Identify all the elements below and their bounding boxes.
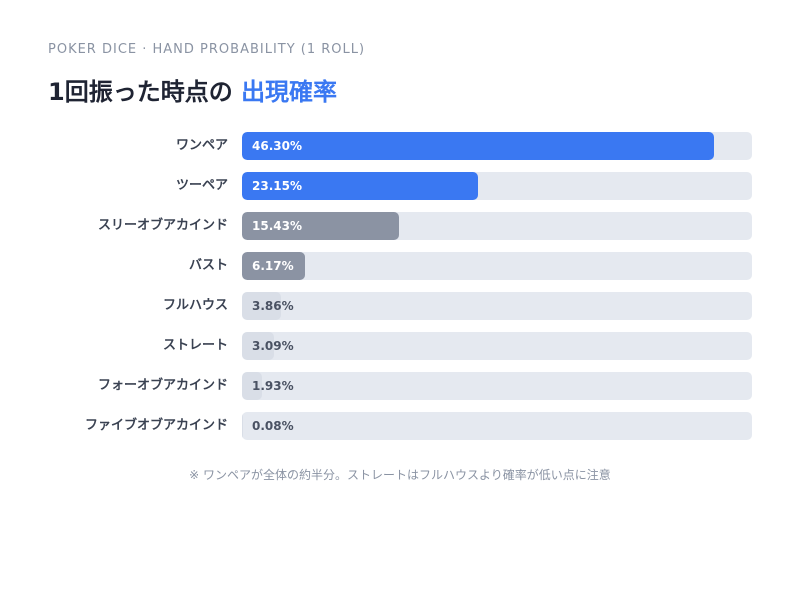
bar-row: ファイブオブアカインド 0.08% [0,412,800,440]
bar-value-label: 15.43% [252,219,302,233]
bar-category-label: ワンペア [175,138,228,153]
bar [242,332,274,360]
bar [242,132,715,160]
title-main: 1回振った時点の [48,78,233,106]
bar [242,172,479,200]
bar-chart: ワンペア 46.30% ツーペア 23.15% スリーオブアカインド 15.43% バスト 6… [0,132,800,452]
bar [242,212,400,240]
footnote: ※ ワンペアが全体の約半分。ストレートはフルハウスより確率が低い点に注意 [189,468,611,482]
bar-track: 3.86% [242,292,752,320]
bar-value-label: 46.30% [252,139,302,153]
bar-row: ストレート 3.09% [0,332,800,360]
bar-track: 0.08% [242,412,752,440]
bar-value-label: 0.08% [252,419,294,433]
bar-track: 6.17% [242,252,752,280]
bar [242,292,282,320]
kicker: POKER DICE · HAND PROBABILITY (1 ROLL) [48,42,366,57]
bar-row: ツーペア 23.15% [0,172,800,200]
bar-row: ワンペア 46.30% [0,132,800,160]
bar-value-label: 1.93% [252,379,294,393]
bar-track: 15.43% [242,212,752,240]
bar-track: 3.09% [242,332,752,360]
bar-track: 23.15% [242,172,752,200]
bar-category-label: バスト [188,258,228,273]
bar-category-label: ファイブオブアカインド [84,418,228,433]
bar [242,412,243,440]
bar [242,372,262,400]
bar-row: バスト 6.17% [0,252,800,280]
bar-row: フルハウス 3.86% [0,292,800,320]
bar-value-label: 3.09% [252,339,294,353]
bar-category-label: フルハウス [162,298,228,313]
bar-row: スリーオブアカインド 15.43% [0,212,800,240]
bar-track: 1.93% [242,372,752,400]
bar-value-label: 3.86% [252,299,294,313]
bar-category-label: フォーオブアカインド [97,378,228,393]
title-accent: 出現確率 [241,78,338,106]
bar-value-label: 6.17% [252,259,294,273]
bar-category-label: ツーペア [175,178,228,193]
bar-track: 46.30% [242,132,752,160]
bar-row: フォーオブアカインド 1.93% [0,372,800,400]
bar-value-label: 23.15% [252,179,302,193]
bar-category-label: ストレート [162,338,228,353]
bar [242,252,305,280]
bar-category-label: スリーオブアカインド [97,218,228,233]
page-title: 1回振った時点の 出現確率 [48,72,337,107]
